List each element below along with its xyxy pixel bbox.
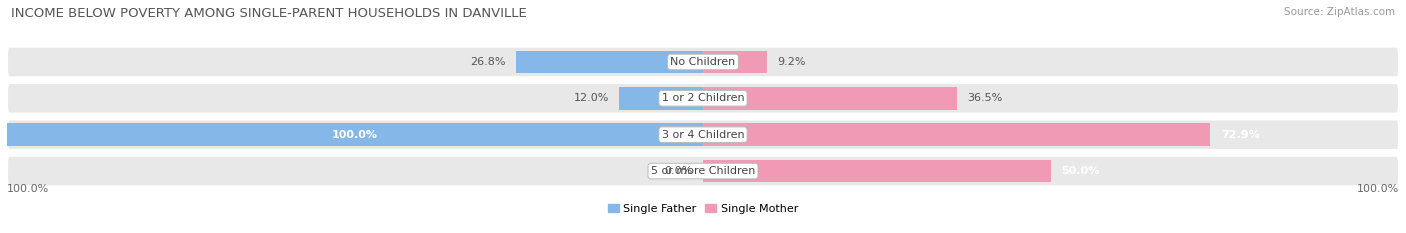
Bar bbox=[703, 123, 1211, 146]
Text: 26.8%: 26.8% bbox=[471, 57, 506, 67]
Bar bbox=[7, 123, 703, 146]
Text: 100.0%: 100.0% bbox=[1357, 184, 1399, 194]
Bar bbox=[620, 87, 703, 110]
Bar bbox=[516, 51, 703, 73]
Text: 36.5%: 36.5% bbox=[967, 93, 1002, 103]
FancyBboxPatch shape bbox=[7, 119, 1399, 150]
Text: 100.0%: 100.0% bbox=[332, 130, 378, 140]
Text: 100.0%: 100.0% bbox=[7, 184, 49, 194]
Text: Source: ZipAtlas.com: Source: ZipAtlas.com bbox=[1284, 7, 1395, 17]
Text: INCOME BELOW POVERTY AMONG SINGLE-PARENT HOUSEHOLDS IN DANVILLE: INCOME BELOW POVERTY AMONG SINGLE-PARENT… bbox=[11, 7, 527, 20]
Bar bbox=[703, 87, 957, 110]
Text: 5 or more Children: 5 or more Children bbox=[651, 166, 755, 176]
Bar bbox=[703, 160, 1052, 182]
Text: 3 or 4 Children: 3 or 4 Children bbox=[662, 130, 744, 140]
FancyBboxPatch shape bbox=[7, 156, 1399, 186]
FancyBboxPatch shape bbox=[7, 83, 1399, 114]
Text: 9.2%: 9.2% bbox=[778, 57, 806, 67]
Legend: Single Father, Single Mother: Single Father, Single Mother bbox=[603, 199, 803, 218]
Text: 0.0%: 0.0% bbox=[664, 166, 693, 176]
Text: 1 or 2 Children: 1 or 2 Children bbox=[662, 93, 744, 103]
FancyBboxPatch shape bbox=[7, 47, 1399, 77]
Text: 72.9%: 72.9% bbox=[1220, 130, 1260, 140]
Text: No Children: No Children bbox=[671, 57, 735, 67]
Bar bbox=[703, 51, 768, 73]
Text: 12.0%: 12.0% bbox=[574, 93, 609, 103]
Text: 50.0%: 50.0% bbox=[1062, 166, 1099, 176]
